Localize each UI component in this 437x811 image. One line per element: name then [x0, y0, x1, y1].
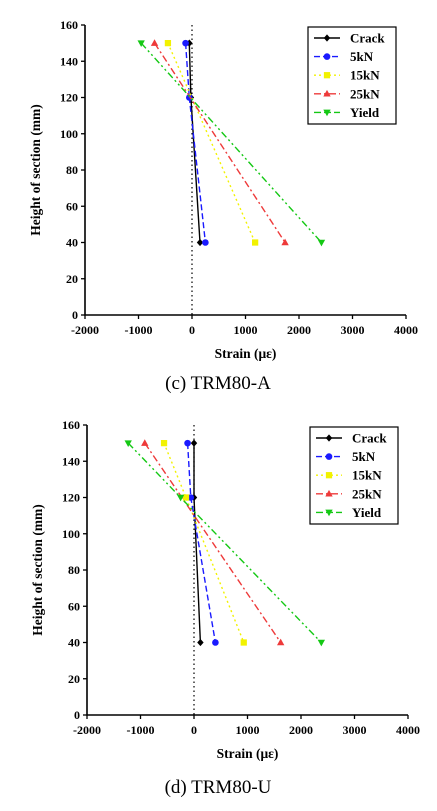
legend-label-25kn: 25kN	[350, 86, 380, 101]
data-point-15kn	[182, 494, 190, 501]
data-point-5kn	[202, 239, 209, 246]
legend-label-yield: Yield	[350, 105, 380, 120]
data-point-25kn	[141, 439, 149, 446]
legend-marker-yield	[325, 509, 333, 517]
data-point-15kn	[240, 639, 247, 646]
x-tick-label: 1000	[236, 723, 260, 737]
legend-label-crack: Crack	[352, 431, 387, 446]
y-tick-label: 160	[60, 18, 78, 32]
data-point-15kn	[252, 239, 259, 246]
legend-label-15kn: 15kN	[350, 68, 380, 83]
series-line-5kn	[184, 43, 207, 243]
legend-label-yield: Yield	[352, 505, 382, 520]
x-tick-label: 4000	[394, 323, 418, 337]
chart-panel-2: -2000 -1000 0 1000 2000 3000 4000 0 20 40 60 80 100 1…	[30, 418, 420, 798]
y-tick-label: 0	[72, 308, 78, 322]
x-tick-label: 1000	[234, 323, 258, 337]
legend-box	[309, 426, 399, 525]
legend-marker-15kn	[325, 472, 333, 479]
legend-label-25kn: 25kN	[352, 486, 382, 501]
legend-marker-5kn	[323, 53, 331, 60]
legend-label-15kn: 15kN	[352, 468, 382, 483]
data-point-yield	[124, 440, 132, 448]
data-point-crack	[190, 439, 198, 447]
x-tick-label: 2000	[287, 323, 311, 337]
series-line-5kn	[186, 443, 217, 643]
chart-panel-1: -2000 -1000 0 1000 2000 3000 4000 0 20 40 60 80 100 1…	[28, 18, 418, 394]
legend-marker-crack	[323, 34, 331, 42]
legend: Crack 5kN 15kN 25kN Yield	[309, 426, 399, 525]
x-tick-label: -1000	[125, 323, 153, 337]
y-tick-label: 120	[60, 91, 78, 105]
legend-marker-25kn	[323, 89, 331, 97]
legend-marker-crack	[325, 434, 333, 442]
legend-label-crack: Crack	[350, 31, 385, 46]
x-axis-title: Strain (με)	[215, 346, 277, 361]
data-point-crack	[196, 238, 204, 247]
y-tick-label: 60	[66, 199, 78, 213]
legend-label-5kn: 5kN	[352, 449, 376, 464]
legend-marker-5kn	[325, 453, 333, 460]
x-axis-title: Strain (με)	[217, 746, 279, 761]
y-tick-label: 40	[66, 236, 78, 250]
data-point-yield	[137, 40, 145, 48]
data-point-yield	[317, 239, 326, 247]
legend: Crack 5kN 15kN 25kN Yield	[307, 26, 397, 125]
data-point-15kn	[160, 439, 168, 447]
series-line-yield	[140, 42, 323, 243]
x-tick-label: 2000	[289, 723, 313, 737]
legend-marker-15kn	[323, 72, 331, 79]
legend-marker-25kn	[325, 489, 333, 497]
y-tick-label: 80	[68, 563, 80, 577]
figure-caption: (d) TRM80-U	[165, 777, 272, 798]
legend-box	[307, 26, 397, 125]
data-point-25kn	[276, 638, 285, 646]
y-tick-label: 0	[74, 708, 80, 722]
y-tick-label: 60	[68, 599, 80, 613]
y-tick-label: 140	[60, 54, 78, 68]
y-tick-label: 40	[68, 636, 80, 650]
x-tick-label: -2000	[71, 323, 99, 337]
data-point-5kn	[184, 439, 191, 447]
y-axis-title: Height of section (mm)	[30, 504, 45, 636]
x-tick-label: 0	[189, 323, 195, 337]
x-tick-label: 3000	[341, 323, 365, 337]
series-line-25kn	[144, 442, 282, 643]
data-point-crack	[197, 638, 204, 647]
legend-marker-yield	[323, 109, 331, 117]
x-tick-label: 3000	[343, 723, 367, 737]
y-tick-label: 20	[66, 272, 78, 286]
x-tick-label: -1000	[127, 723, 155, 737]
y-tick-label: 100	[62, 527, 80, 541]
series-line-crack	[193, 443, 202, 643]
data-point-yield	[317, 639, 326, 647]
series-line-25kn	[154, 42, 286, 243]
x-tick-label: 4000	[396, 723, 420, 737]
figure-caption: (c) TRM80-A	[165, 373, 271, 394]
y-tick-label: 80	[66, 163, 78, 177]
data-point-yield	[176, 494, 185, 502]
data-point-25kn	[150, 39, 159, 46]
y-tick-label: 160	[62, 418, 80, 432]
series-line-15kn	[167, 42, 256, 243]
y-tick-label: 120	[62, 491, 80, 505]
y-axis-title: Height of section (mm)	[28, 104, 43, 236]
y-tick-label: 140	[62, 454, 80, 468]
x-tick-label: -2000	[73, 723, 101, 737]
x-tick-label: 0	[191, 723, 197, 737]
y-tick-label: 20	[68, 672, 80, 686]
series-line-15kn	[163, 442, 245, 643]
data-point-5kn	[182, 39, 189, 47]
data-point-5kn	[212, 639, 219, 646]
legend-label-5kn: 5kN	[350, 49, 374, 64]
y-tick-label: 100	[60, 127, 78, 141]
data-point-25kn	[281, 238, 289, 246]
data-point-5kn	[187, 494, 195, 501]
data-point-15kn	[164, 39, 172, 47]
series-line-yield	[127, 442, 322, 643]
